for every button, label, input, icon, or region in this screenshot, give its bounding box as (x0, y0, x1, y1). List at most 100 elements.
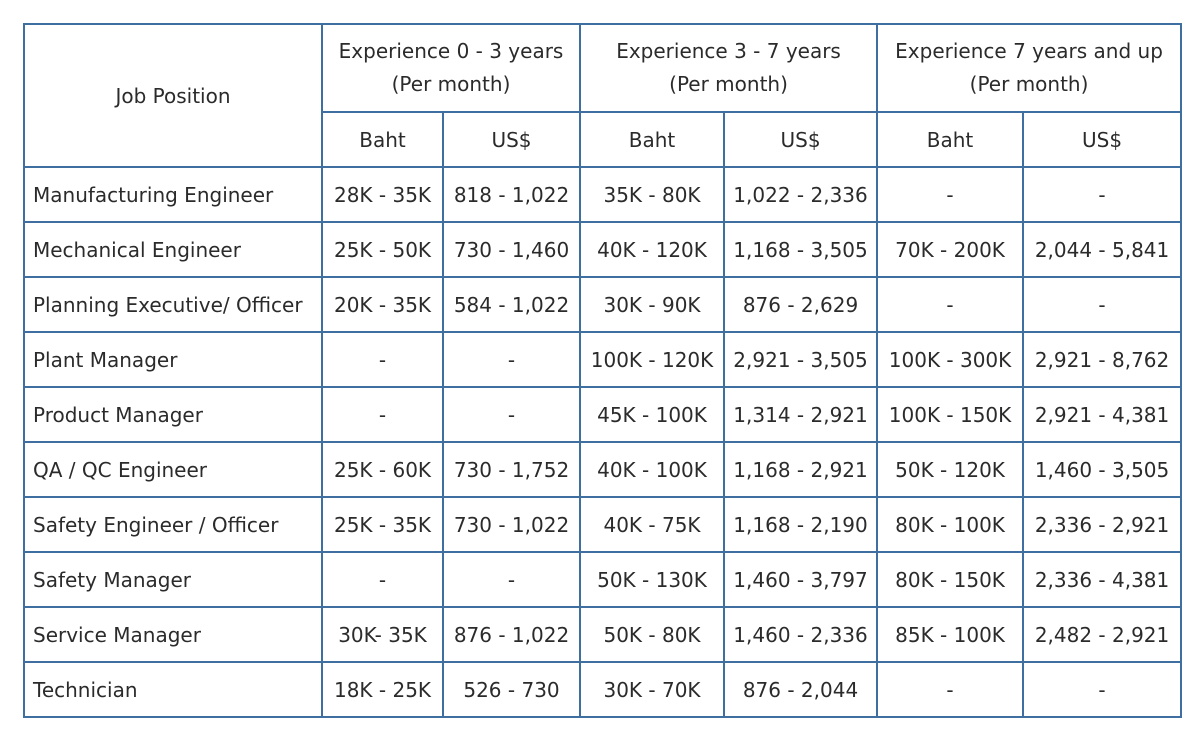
group-title: Experience 0 - 3 years (338, 39, 564, 63)
job-position-cell: Product Manager (23, 386, 323, 443)
job-position-cell: Safety Manager (23, 551, 323, 608)
usd-0-3-cell: - (441, 331, 582, 388)
job-position-cell: Mechanical Engineer (23, 221, 323, 278)
usd-header: US$ (723, 111, 879, 168)
baht-7-up-cell: 50K - 120K (876, 441, 1025, 498)
usd-0-3-cell: 730 - 1,752 (441, 441, 582, 498)
usd-0-3-cell: 730 - 1,460 (441, 221, 582, 278)
usd-0-3-cell: 730 - 1,022 (441, 496, 582, 553)
experience-3-7-header: Experience 3 - 7 years (Per month) (579, 23, 879, 113)
job-position-cell: QA / QC Engineer (23, 441, 323, 498)
baht-7-up-cell: - (876, 166, 1025, 223)
usd-7-up-cell: - (1022, 276, 1183, 333)
baht-7-up-cell: 100K - 300K (876, 331, 1025, 388)
baht-0-3-cell: 25K - 50K (321, 221, 444, 278)
usd-7-up-cell: 2,482 - 2,921 (1022, 606, 1183, 663)
usd-3-7-cell: 1,460 - 3,797 (723, 551, 879, 608)
group-header-row: Job Position Experience 0 - 3 years (Per… (23, 23, 1183, 168)
job-position-cell: Manufacturing Engineer (23, 166, 323, 223)
baht-0-3-cell: 25K - 35K (321, 496, 444, 553)
group-subtitle: (Per month) (391, 72, 511, 96)
usd-7-up-cell: 1,460 - 3,505 (1022, 441, 1183, 498)
table-row: Manufacturing Engineer 28K - 35K 818 - 1,0… (23, 166, 1183, 223)
table-row: Planning Executive/ Officer 20K - 35K 584 … (23, 276, 1183, 333)
usd-7-up-cell: 2,921 - 8,762 (1022, 331, 1183, 388)
table-row: Safety Engineer / Officer 25K - 35K 730 - … (23, 496, 1183, 553)
usd-0-3-cell: - (441, 551, 582, 608)
table-row: Service Manager 30K- 35K 876 - 1,022 50K - … (23, 606, 1183, 663)
baht-0-3-cell: 28K - 35K (321, 166, 444, 223)
experience-7-up-header: Experience 7 years and up (Per month) (876, 23, 1183, 113)
group-subtitle: (Per month) (669, 72, 788, 96)
table-row: Plant Manager - -100K - 120K 2,921 - 3,505 1… (23, 331, 1183, 388)
usd-0-3-cell: 876 - 1,022 (441, 606, 582, 663)
baht-3-7-cell: 35K - 80K (579, 166, 726, 223)
job-position-cell: Technician (23, 661, 323, 718)
baht-3-7-cell: 40K - 75K (579, 496, 726, 553)
currency-header-row: Baht US$ Baht US$ Baht US$ (24, 111, 1183, 168)
usd-3-7-cell: 1,168 - 2,921 (723, 441, 879, 498)
usd-header: US$ (441, 111, 582, 168)
baht-3-7-cell: 45K - 100K (579, 386, 726, 443)
usd-3-7-cell: 1,460 - 2,336 (723, 606, 879, 663)
baht-3-7-cell: 30K - 70K (579, 661, 726, 718)
group-subtitle: (Per month) (969, 72, 1089, 96)
baht-0-3-cell: 30K- 35K (321, 606, 444, 663)
experience-0-3-header: Experience 0 - 3 years (Per month) (320, 23, 582, 113)
salary-table: Job Position Experience 0 - 3 years (Per… (23, 23, 1183, 718)
usd-3-7-cell: 2,921 - 3,505 (723, 331, 879, 388)
usd-3-7-cell: 1,314 - 2,921 (723, 386, 879, 443)
table-row: Mechanical Engineer 25K - 50K 730 - 1,460 4… (23, 221, 1183, 278)
baht-0-3-cell: 18K - 25K (321, 661, 444, 718)
job-position-cell: Service Manager (23, 606, 323, 663)
job-position-header: Job Position (23, 23, 323, 168)
table-row: QA / QC Engineer 25K - 60K 730 - 1,752 40K … (23, 441, 1183, 498)
group-title: Experience 7 years and up (895, 39, 1163, 63)
baht-7-up-cell: - (876, 661, 1025, 718)
job-position-cell: Plant Manager (23, 331, 323, 388)
usd-7-up-cell: - (1022, 661, 1183, 718)
baht-0-3-cell: 25K - 60K (321, 441, 444, 498)
baht-header: Baht (876, 111, 1025, 168)
baht-3-7-cell: 30K - 90K (579, 276, 726, 333)
baht-7-up-cell: - (876, 276, 1025, 333)
baht-7-up-cell: 80K - 150K (876, 551, 1025, 608)
usd-3-7-cell: 876 - 2,044 (723, 661, 879, 718)
baht-3-7-cell: 50K - 130K (579, 551, 726, 608)
baht-0-3-cell: - (321, 551, 444, 608)
table-row: Safety Manager - -50K - 130K 1,460 - 3,797 8… (23, 551, 1183, 608)
usd-0-3-cell: 818 - 1,022 (441, 166, 582, 223)
usd-3-7-cell: 1,168 - 3,505 (723, 221, 879, 278)
usd-header: US$ (1022, 111, 1183, 168)
table-body: Manufacturing Engineer 28K - 35K 818 - 1,0… (23, 166, 1183, 718)
group-title: Experience 3 - 7 years (616, 39, 841, 63)
baht-7-up-cell: 70K - 200K (876, 221, 1025, 278)
baht-3-7-cell: 100K - 120K (579, 331, 726, 388)
baht-3-7-cell: 40K - 120K (579, 221, 726, 278)
usd-3-7-cell: 876 - 2,629 (723, 276, 879, 333)
usd-7-up-cell: 2,044 - 5,841 (1022, 221, 1183, 278)
table-row: Technician 18K - 25K 526 - 730 30K - 70K 876… (23, 661, 1183, 718)
usd-3-7-cell: 1,022 - 2,336 (723, 166, 879, 223)
baht-header: Baht (579, 111, 726, 168)
baht-header: Baht (321, 111, 444, 168)
usd-7-up-cell: - (1022, 166, 1183, 223)
baht-3-7-cell: 50K - 80K (579, 606, 726, 663)
usd-7-up-cell: 2,336 - 2,921 (1022, 496, 1183, 553)
baht-0-3-cell: - (321, 386, 444, 443)
job-position-cell: Safety Engineer / Officer (23, 496, 323, 553)
baht-7-up-cell: 85K - 100K (876, 606, 1025, 663)
baht-7-up-cell: 80K - 100K (876, 496, 1025, 553)
usd-3-7-cell: 1,168 - 2,190 (723, 496, 879, 553)
baht-3-7-cell: 40K - 100K (579, 441, 726, 498)
job-position-cell: Planning Executive/ Officer (23, 276, 323, 333)
usd-0-3-cell: 526 - 730 (441, 661, 582, 718)
baht-0-3-cell: 20K - 35K (321, 276, 444, 333)
baht-0-3-cell: - (321, 331, 444, 388)
usd-7-up-cell: 2,336 - 4,381 (1022, 551, 1183, 608)
usd-0-3-cell: - (441, 386, 582, 443)
usd-7-up-cell: 2,921 - 4,381 (1022, 386, 1183, 443)
baht-7-up-cell: 100K - 150K (876, 386, 1025, 443)
table-row: Product Manager - -45K - 100K 1,314 - 2,921… (23, 386, 1183, 443)
usd-0-3-cell: 584 - 1,022 (441, 276, 582, 333)
